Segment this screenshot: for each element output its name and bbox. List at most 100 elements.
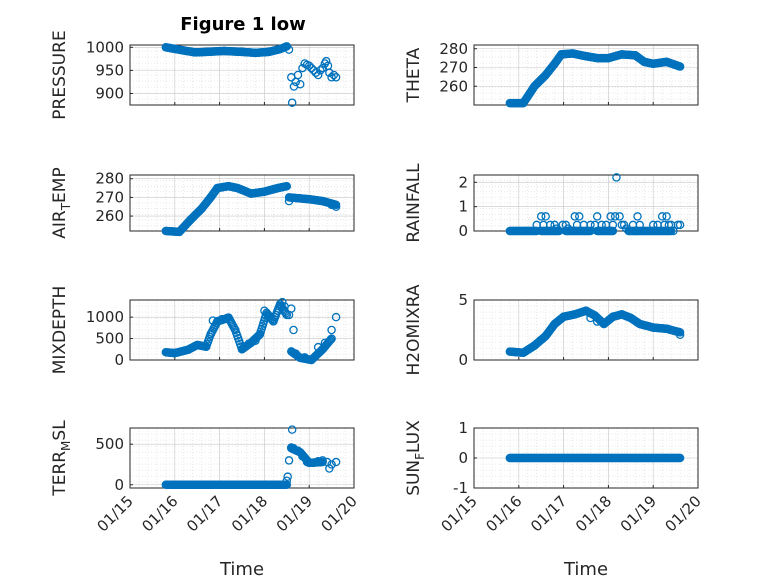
- data-point: [545, 220, 555, 230]
- data-point: [311, 68, 321, 77]
- data-point: [563, 224, 573, 233]
- data-point: [331, 457, 341, 467]
- data-point: [325, 336, 335, 345]
- data-point: [293, 70, 303, 80]
- data-point: [327, 460, 336, 469]
- data-point: [612, 173, 621, 182]
- data-point: [608, 226, 618, 236]
- data-point: [217, 315, 227, 324]
- data-point: [662, 212, 671, 221]
- y-axis-label: MIXDEPTH: [50, 286, 70, 375]
- figure-title: Figure 1 low: [180, 14, 305, 35]
- data-point: [592, 317, 602, 326]
- data-point: [321, 56, 331, 66]
- data-point: [291, 349, 301, 358]
- data-point: [253, 331, 263, 341]
- data-point: [608, 220, 618, 230]
- data-point: [278, 297, 287, 307]
- y-tick-label: 1000: [86, 308, 124, 326]
- y-tick-label: 280: [95, 170, 124, 188]
- x-axis-label: Time: [219, 559, 264, 580]
- data-point: [289, 444, 298, 453]
- y-tick-label: 0: [114, 476, 124, 494]
- x-tick-label: 01/16: [482, 492, 525, 535]
- axes-box: [129, 174, 355, 232]
- y-axis-label: SUNFLUX: [404, 420, 427, 496]
- data-point: [251, 336, 260, 345]
- data-point: [282, 476, 292, 485]
- data-point: [331, 312, 341, 322]
- data-point: [325, 68, 334, 77]
- x-tick-label: 01/18: [228, 492, 271, 535]
- x-tick-label: 01/17: [183, 492, 226, 535]
- data-point: [331, 202, 341, 211]
- data-point: [284, 456, 294, 465]
- x-tick-label: 01/19: [617, 492, 660, 535]
- data-point: [287, 98, 297, 107]
- data-point: [541, 212, 550, 221]
- data-point: [669, 226, 678, 236]
- x-tick-label: 01/20: [318, 492, 361, 535]
- axes-box: [129, 299, 355, 361]
- x-tick-label: 01/19: [273, 492, 316, 535]
- data-point: [329, 70, 339, 80]
- data-point: [536, 212, 546, 221]
- chart-panel-row3-left: 0 500 1000 MIXDEPTH: [50, 286, 355, 375]
- data-point: [264, 312, 274, 322]
- y-axis-label: AIRTEMP: [50, 167, 73, 238]
- y-tick-label: 270: [439, 59, 468, 77]
- data-point: [284, 196, 294, 206]
- data-point: [320, 338, 330, 348]
- x-tick-label: 01/15: [438, 492, 481, 535]
- y-axis-label: H2OMIXRA: [404, 284, 424, 375]
- axes-box: [473, 44, 699, 106]
- data-point: [295, 79, 305, 89]
- data-point: [316, 66, 325, 75]
- y-tick-label: 260: [95, 207, 124, 225]
- data-point: [327, 200, 336, 210]
- data-point: [289, 325, 298, 335]
- y-tick-label: 280: [439, 40, 468, 58]
- data-point: [313, 70, 323, 80]
- data-point: [675, 330, 685, 340]
- data-point: [313, 456, 323, 466]
- y-tick-label: 0: [458, 222, 468, 240]
- chart-panel-row4-left: 0 500 01/15 01/16 01/17 01/18 01/19 01/20 TERRMS…: [50, 420, 361, 580]
- y-tick-label: 500: [95, 435, 124, 453]
- x-tick-label: 01/17: [527, 492, 570, 535]
- y-tick-label: 260: [439, 77, 468, 95]
- x-axis-label: Time: [563, 559, 608, 580]
- chart-panel-row1-left: 900 950 1000 PRESSURE: [50, 30, 355, 120]
- y-tick-label: 1000: [86, 38, 124, 56]
- data-point: [208, 316, 218, 325]
- y-tick-label: 0: [458, 351, 468, 369]
- y-tick-label: 270: [95, 188, 124, 206]
- data-point: [327, 325, 336, 335]
- y-tick-label: 950: [95, 61, 124, 79]
- data-point: [675, 453, 685, 463]
- data-point: [570, 212, 580, 221]
- data-point: [307, 63, 316, 73]
- y-axis-label: RAINFALL: [404, 163, 424, 243]
- axes-box: [129, 44, 355, 106]
- data-point: [293, 446, 303, 455]
- data-point: [610, 212, 620, 221]
- y-tick-label: 0: [458, 449, 468, 467]
- y-tick-label: 1: [458, 198, 468, 216]
- x-tick-label: 01/16: [138, 492, 181, 535]
- data-point: [309, 458, 318, 468]
- data-point: [675, 62, 685, 71]
- data-point: [331, 73, 341, 82]
- axes-box: [473, 299, 699, 361]
- data-point: [597, 220, 606, 230]
- data-point: [606, 212, 615, 221]
- data-point: [282, 181, 292, 191]
- chart-panel-row3-right: 0 5 H2OMIXRA: [404, 284, 699, 376]
- x-tick-label: 01/18: [572, 492, 615, 535]
- data-point: [260, 306, 269, 315]
- data-point: [313, 342, 323, 352]
- y-tick-label: 500: [95, 330, 124, 348]
- data-point: [298, 452, 307, 461]
